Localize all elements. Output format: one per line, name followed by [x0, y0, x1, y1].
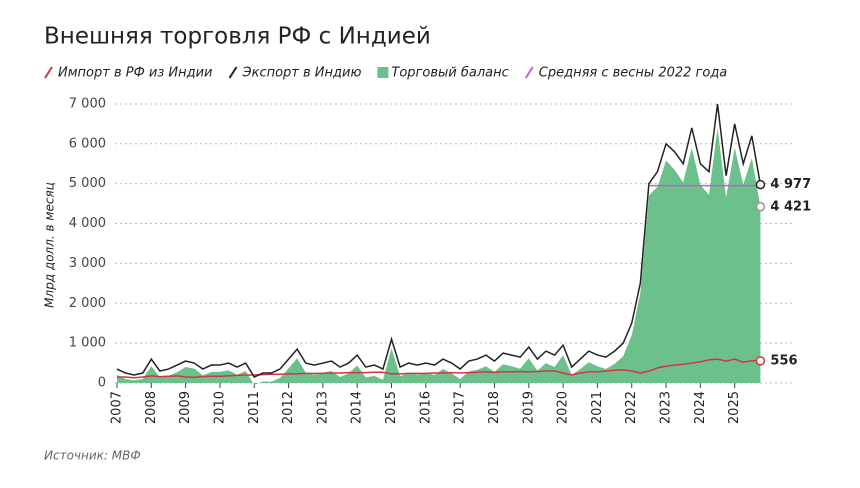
legend-swatch — [44, 66, 53, 79]
x-tick-label: 2013 — [315, 391, 330, 424]
source: Источник: МВФ — [44, 449, 141, 463]
x-tick-label: 2025 — [727, 391, 742, 424]
x-tick-label: 2023 — [659, 391, 674, 424]
end-label: 4 421 — [770, 199, 811, 214]
end-marker — [755, 356, 766, 366]
y-tick-label: 7 000 — [69, 96, 106, 111]
legend: Импорт в РФ из Индии Экспорт в Индию Торго… — [44, 66, 728, 81]
legend-label: Импорт в РФ из Индии — [58, 66, 213, 81]
end-marker — [755, 202, 766, 212]
series-line — [117, 358, 761, 379]
x-tick-label: 2020 — [556, 391, 571, 424]
y-tick-label: 0 — [98, 376, 106, 391]
end-label: 4 977 — [770, 177, 811, 192]
x-tick-label: 2017 — [453, 391, 468, 424]
x-tick-label: 2008 — [144, 391, 159, 424]
y-tick-label: 3 000 — [69, 256, 106, 271]
y-tick-label: 4 000 — [69, 216, 106, 231]
x-tick-label: 2016 — [418, 391, 433, 424]
legend-swatch — [228, 66, 238, 79]
legend-label: Экспорт в Индию — [242, 66, 362, 81]
x-tick-label: 2009 — [178, 391, 193, 424]
y-tick-label: 5 000 — [69, 176, 106, 191]
legend-label: Торговый баланс — [391, 66, 508, 81]
chart-title: Внешняя торговля РФ с Индией — [44, 24, 431, 50]
series-line — [116, 103, 762, 378]
x-tick-label: 2022 — [624, 391, 639, 424]
y-tick-label: 1 000 — [69, 336, 106, 351]
legend-label: Средняя с весны 2022 года — [539, 66, 728, 81]
x-tick-label: 2012 — [281, 391, 296, 424]
y-axis-title: Млрд долл. в месяц — [43, 182, 57, 308]
x-tick-label: 2014 — [350, 391, 365, 424]
x-tick-label: 2018 — [487, 391, 502, 424]
legend-swatch — [377, 67, 389, 78]
x-tick-label: 2010 — [212, 391, 227, 424]
end-marker — [755, 179, 766, 190]
x-tick-label: 2021 — [590, 391, 605, 424]
end-label: 556 — [770, 353, 797, 368]
y-tick-label: 6 000 — [69, 136, 106, 151]
x-tick-label: 2019 — [521, 391, 536, 424]
x-tick-label: 2024 — [693, 391, 708, 424]
balance-area — [117, 127, 761, 385]
x-tick-label: 2007 — [110, 391, 125, 424]
legend-swatch — [524, 66, 534, 79]
x-tick-label: 2015 — [384, 391, 399, 424]
x-tick-label: 2011 — [247, 391, 262, 424]
y-tick-label: 2 000 — [69, 296, 106, 311]
